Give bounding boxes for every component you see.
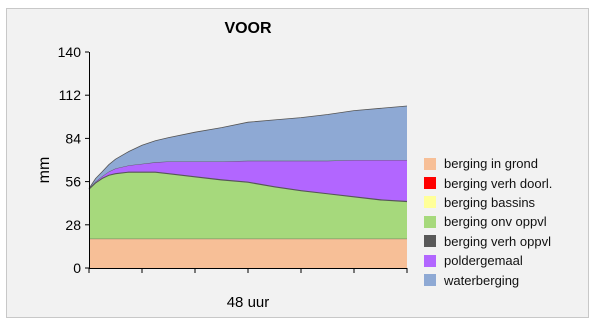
y-tick-label: 0 [73,260,81,276]
area-berging-in-grond [89,238,407,268]
legend-swatch [424,254,436,267]
legend-item-waterberging: waterberging [424,270,552,289]
y-tick-label: 140 [58,44,82,60]
legend-item-poldergemaal: poldergemaal [424,251,552,270]
legend-swatch [424,196,436,209]
area-layers [88,105,408,268]
legend-item-berging-verh-doorl: berging verh doorl. [424,173,552,192]
legend-item-berging-in-grond: berging in grond [424,154,552,173]
y-axis-label: mm [36,157,53,184]
area-edge-waterberging [88,105,408,189]
legend-label: waterberging [444,272,520,288]
legend-item-berging-verh-oppvl: berging verh oppvl [424,232,552,251]
y-tick-label: 56 [65,174,81,190]
legend-label: poldergemaal [444,253,523,269]
legend-item-berging-bassins: berging bassins [424,193,552,212]
legend: berging in grond berging verh doorl. bergi… [424,154,552,290]
legend-label: berging verh doorl. [444,175,553,191]
area-waterberging [89,106,407,189]
y-tick-label: 84 [65,130,81,146]
legend-swatch [424,177,436,190]
legend-swatch [424,215,436,228]
legend-swatch [424,274,436,287]
y-tick-label: 112 [59,87,82,103]
legend-label: berging verh oppvl [444,233,551,249]
legend-item-berging-onv-oppvl: berging onv oppvl [424,212,552,231]
legend-label: berging onv oppvl [444,214,547,230]
chart-title: VOOR [224,20,272,37]
legend-label: berging bassins [444,194,536,210]
y-tick-label: 28 [65,217,81,233]
legend-swatch [424,235,436,248]
x-axis-label: 48 uur [227,294,270,311]
area-poldergemaal [89,160,407,201]
y-axis-ticks: 0 28 56 84 112 140 [58,44,89,276]
legend-swatch [424,157,436,170]
legend-label: berging in grond [444,156,538,172]
area-berging-onv-oppvl [89,172,407,239]
